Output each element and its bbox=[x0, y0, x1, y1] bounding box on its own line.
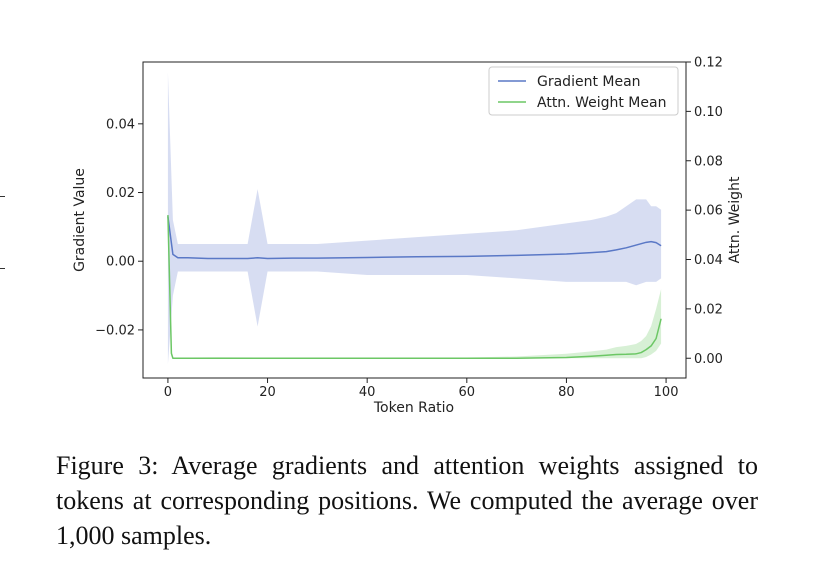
plot-area-frame bbox=[142, 61, 687, 379]
left-y-tick-label: −0.02 bbox=[95, 323, 135, 338]
band-gradient-mean bbox=[167, 72, 662, 365]
line-attn-weight-mean bbox=[167, 215, 662, 359]
x-tick-label: 60 bbox=[459, 385, 476, 400]
legend-box bbox=[488, 66, 679, 116]
left-edge-mark-lower bbox=[0, 268, 5, 269]
dual-axis-line-chart: 0 20 40 60 80 100 −0.020.000.020.04 0.000.020… bbox=[72, 56, 743, 417]
right-y-tick-label: 0.00 bbox=[694, 352, 723, 367]
x-tick-label: 100 bbox=[654, 385, 679, 400]
legend: Gradient Mean Attn. Weight Mean bbox=[488, 66, 679, 116]
left-y-axis-ticks: −0.02 0.00 0.02 0.04 bbox=[95, 117, 143, 338]
left-y-tick-label: 0.00 bbox=[106, 255, 135, 270]
left-edge-mark-upper bbox=[0, 196, 5, 197]
x-axis-ticks: 0 20 40 60 80 100 bbox=[164, 378, 679, 400]
left-y-axis-label: Gradient Value bbox=[72, 168, 88, 272]
left-y-tick-label: 0.02 bbox=[106, 186, 135, 201]
legend-label-gradient-mean: Gradient Mean bbox=[537, 74, 641, 90]
x-tick-label: 80 bbox=[558, 385, 575, 400]
right-y-tick-label: 0.04 bbox=[694, 253, 723, 268]
x-tick-label: 0 bbox=[164, 385, 172, 400]
right-y-tick-label: 0.08 bbox=[694, 154, 723, 169]
x-axis-label: Token Ratio bbox=[373, 400, 454, 416]
right-y-tick-label: 0.02 bbox=[694, 302, 723, 317]
right-y-tick-label: 0.06 bbox=[694, 204, 723, 219]
x-tick-label: 40 bbox=[359, 385, 376, 400]
right-y-tick-label: 0.12 bbox=[694, 56, 723, 71]
x-tick-label: 20 bbox=[259, 385, 276, 400]
legend-label-attn-weight-mean: Attn. Weight Mean bbox=[537, 95, 666, 111]
confidence-bands bbox=[167, 72, 662, 365]
right-y-axis-label: Attn. Weight bbox=[727, 176, 743, 263]
figure-caption: Figure 3: Average gradients and attentio… bbox=[56, 451, 758, 550]
series-lines bbox=[167, 215, 662, 359]
right-y-axis-ticks: 0.00 0.02 0.04 0.06 0.08 0.10 0.12 bbox=[686, 56, 723, 367]
left-y-tick-label: 0.04 bbox=[106, 117, 135, 132]
right-y-tick-label: 0.10 bbox=[694, 105, 723, 120]
line-gradient-mean bbox=[167, 216, 662, 260]
